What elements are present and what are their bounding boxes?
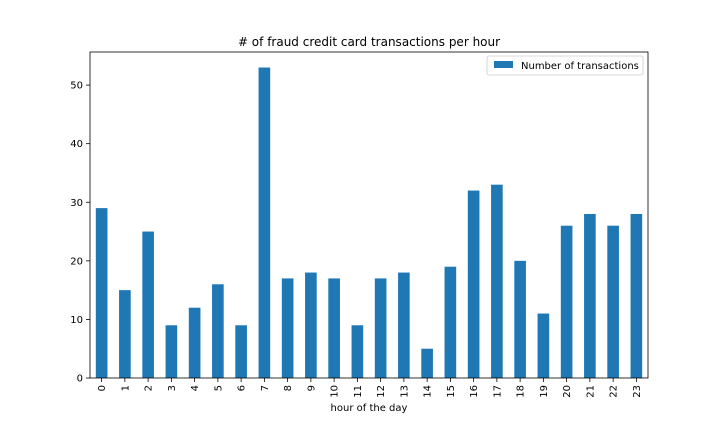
bar-hour-9 xyxy=(305,272,317,378)
bar-hour-23 xyxy=(630,213,643,378)
bar-hour-2 xyxy=(142,231,154,378)
bar-hour-14 xyxy=(421,348,433,378)
x-tick-label: 8 xyxy=(283,385,294,391)
y-tick-label: 0 xyxy=(77,374,83,385)
bar-hour-12 xyxy=(374,278,387,378)
bars-group xyxy=(95,67,643,379)
x-tick-label: 4 xyxy=(190,385,201,391)
x-tick-label: 13 xyxy=(399,385,410,398)
x-tick-label: 2 xyxy=(144,385,155,391)
x-tick-label: 16 xyxy=(469,385,480,398)
bar-hour-17 xyxy=(491,184,503,378)
x-tick-label: 15 xyxy=(446,385,457,398)
x-tick-label: 0 xyxy=(97,385,108,391)
x-tick-label: 20 xyxy=(562,385,573,398)
bar-hour-16 xyxy=(467,190,480,378)
plot-frame xyxy=(89,51,649,379)
x-tick-label: 6 xyxy=(237,385,248,391)
x-tick-label: 3 xyxy=(167,385,178,391)
x-tick-label: 18 xyxy=(516,385,527,398)
y-tick-label: 40 xyxy=(70,139,83,150)
y-tick-label: 50 xyxy=(70,81,83,92)
y-tick-label: 20 xyxy=(70,256,83,267)
bar-hour-15 xyxy=(444,266,457,378)
x-tick-label: 7 xyxy=(260,385,271,391)
y-tick-label: 10 xyxy=(70,315,83,326)
x-tick-label: 23 xyxy=(632,385,643,398)
bar-hour-18 xyxy=(514,260,526,378)
bar-hour-7 xyxy=(258,67,271,379)
bar-hour-19 xyxy=(537,313,550,378)
chart-title: # of fraud credit card transactions per … xyxy=(238,35,500,49)
bar-hour-11 xyxy=(351,325,364,378)
x-tick-label: 10 xyxy=(330,385,341,398)
x-tick-label: 14 xyxy=(423,385,434,398)
bar-hour-6 xyxy=(235,325,247,378)
legend-box xyxy=(486,55,644,76)
x-tick-label: 19 xyxy=(539,385,550,398)
legend-label: Number of transactions xyxy=(521,61,639,72)
bar-hour-10 xyxy=(328,278,340,378)
x-tick-label: 5 xyxy=(213,385,224,391)
legend: Number of transactions xyxy=(486,55,644,76)
x-tick-label: 22 xyxy=(609,385,620,398)
x-tick-label: 9 xyxy=(306,385,317,391)
x-tick-label: 11 xyxy=(353,385,364,398)
x-axis-label: hour of the day xyxy=(331,403,408,414)
legend-swatch xyxy=(494,61,513,68)
x-tick-label: 12 xyxy=(376,385,387,398)
bar-hour-0 xyxy=(95,208,108,378)
bar-hour-20 xyxy=(560,225,573,378)
bar-hour-4 xyxy=(188,307,201,378)
bar-hour-13 xyxy=(398,272,410,378)
bar-hour-5 xyxy=(212,284,224,378)
y-axis: 0 10 20 30 40 50 xyxy=(70,81,90,385)
bar-hour-22 xyxy=(607,225,619,378)
bar-hour-8 xyxy=(281,278,294,378)
bar-hour-21 xyxy=(584,213,596,378)
x-axis: 0 1 2 3 4 5 6 7 8 9 10 11 12 13 14 15 16 17 18 19 20 21 22 23 xyxy=(97,378,643,398)
y-tick-label: 30 xyxy=(70,198,83,209)
x-tick-label: 17 xyxy=(492,385,503,398)
x-tick-label: 1 xyxy=(120,385,131,391)
bar-hour-3 xyxy=(165,325,178,378)
x-tick-label: 21 xyxy=(585,385,596,398)
bar-hour-1 xyxy=(119,290,131,378)
